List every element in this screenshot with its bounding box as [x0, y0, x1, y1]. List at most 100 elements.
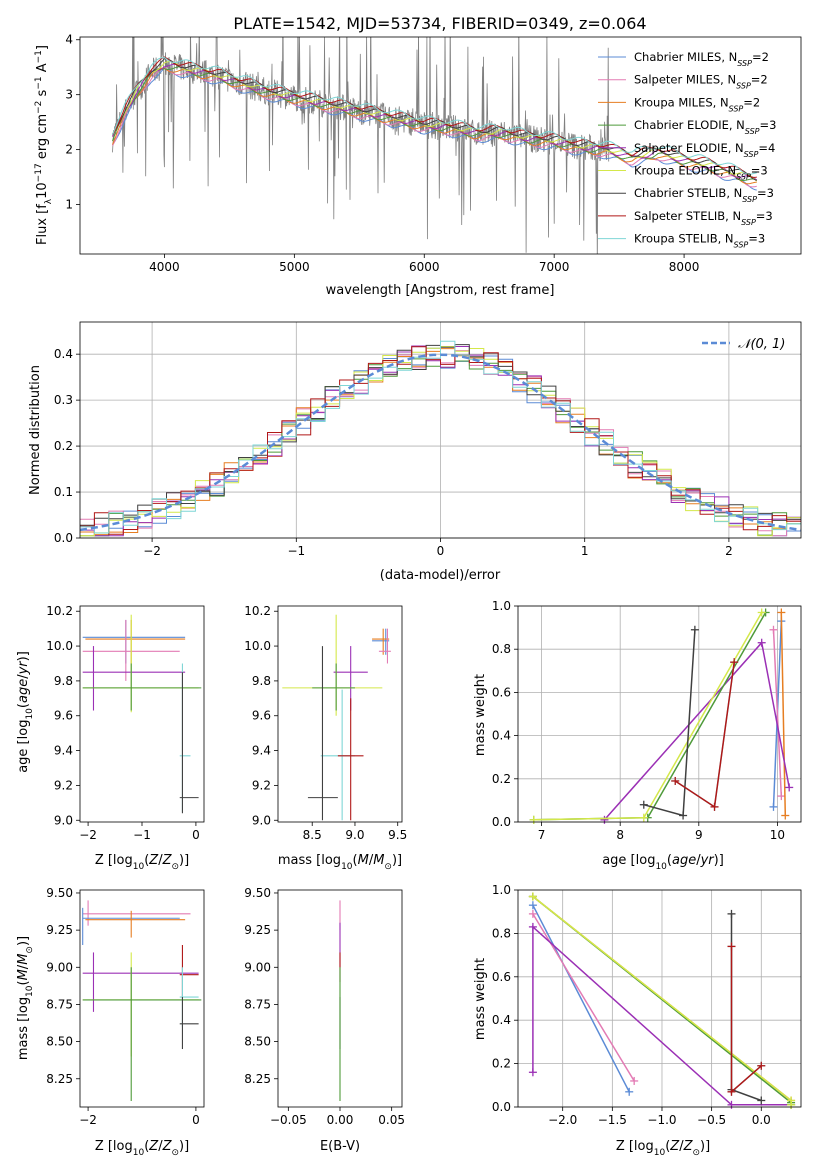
x-tick-label: 0.00: [327, 1113, 354, 1127]
y-tick-label: 0.0: [54, 531, 73, 545]
error-bar-point: [179, 672, 199, 814]
y-tick-label: 8.75: [46, 997, 73, 1011]
x-tick-label: −1.0: [647, 1113, 676, 1127]
y-tick-label: 4: [65, 33, 73, 47]
y-tick-label: 0.8: [492, 926, 511, 940]
y-tick-label: 9.8: [54, 674, 73, 688]
model-spectrum-line: [112, 56, 757, 175]
x-tick-label: 2: [725, 544, 733, 558]
plus-marker: [730, 658, 739, 667]
x-tick-label: 0: [437, 544, 445, 558]
mass-weight-vs-age-panel: 7 8 9 10 0.0 0.2 0.4 0.6 0.8 1.0: [492, 599, 802, 842]
residual-ticks: −2 −1 0 1 2 0.0 0.1 0.2 0.3 0.4: [54, 347, 733, 558]
plus-marker: [727, 1100, 736, 1109]
y-tick-label: 9.50: [244, 886, 271, 900]
plus-marker: [785, 783, 794, 792]
y-tick-label: 9.2: [252, 778, 271, 792]
axes-frame: [277, 605, 403, 823]
residual-panel: −2 −1 0 1 2 0.0 0.1 0.2 0.3 0.4 (data-model)/erro…: [28, 321, 802, 583]
x-tick-label: 8: [616, 828, 624, 842]
y-tick-label: 1.0: [492, 883, 511, 897]
y-tick-label: 9.0: [54, 813, 73, 827]
x-tick-label: 9.5: [388, 828, 407, 842]
gaussian-legend-label: 𝒩(0, 1): [738, 337, 785, 352]
error-bar-point: [82, 952, 199, 1057]
error-bar-point: [307, 646, 338, 821]
y-tick-label: 10.2: [244, 604, 271, 618]
y-tick-label: 9.6: [54, 709, 73, 723]
error-bar-point: [179, 997, 199, 1050]
y-tick-label: 0.6: [492, 685, 511, 699]
axes-frame: [79, 605, 205, 823]
error-bar-point: [82, 614, 199, 713]
mass-weight-vs-age-ylabel: mass weight: [473, 674, 488, 756]
plus-marker: [690, 625, 699, 634]
y-tick-label: 9.6: [252, 709, 271, 723]
residual-legend: 𝒩(0, 1): [702, 337, 785, 352]
y-tick-label: 0.0: [492, 1100, 511, 1114]
y-tick-label: 0.8: [492, 642, 511, 656]
mass-weight-vs-age-xlabel: age [log10(age/yr)]: [602, 853, 724, 872]
x-tick-label: 1: [581, 544, 589, 558]
error-bar-point: [82, 967, 202, 1102]
mass-weight-vs-metallicity-panel: −2.0 −1.5 −1.0 −0.5 0.0 0.0 0.2 0.4 0.6 0.8 1.0: [492, 883, 802, 1127]
axes-frame: [79, 889, 205, 1108]
y-tick-label: 9.25: [244, 923, 271, 937]
model-spectrum-line: [112, 63, 758, 181]
error-bar-point: [85, 910, 186, 938]
residual-histogram: [80, 346, 801, 535]
plus-marker: [528, 892, 537, 901]
y-tick-label: 9.00: [46, 960, 73, 974]
y-tick-label: 8.50: [244, 1035, 271, 1049]
y-tick-label: 9.2: [54, 778, 73, 792]
x-tick-label: 9.0: [345, 828, 364, 842]
x-tick-label: 0: [192, 828, 200, 842]
x-tick-label: 7000: [539, 260, 570, 274]
mass-weight-line: [730, 946, 762, 1094]
x-tick-label: 8000: [669, 260, 700, 274]
error-bar-point: [179, 663, 191, 812]
mass-weight-vs-z-ylabel: mass weight: [473, 958, 488, 1040]
age-vs-mass-xlabel: mass [log10(M/M⊙)]: [278, 853, 402, 872]
x-tick-label: 4000: [149, 260, 180, 274]
error-bar-point: [82, 900, 191, 926]
y-tick-label: 2: [65, 143, 73, 157]
y-tick-label: 9.25: [46, 923, 73, 937]
mass-vs-ebv-panel: −0.05 0.00 0.05 8.25 8.50 8.75 9.00 9.25 9.50: [244, 886, 405, 1127]
spectrum-xlabel: wavelength [Angstrom, rest frame]: [326, 283, 555, 298]
age-vs-z-ylabel: age [log10(age/yr)]: [16, 651, 35, 773]
spectrum-legend: Chabrier MILES, NSSP=2 Salpeter MILES, NS…: [598, 50, 776, 249]
residual-xlabel: (data-model)/error: [380, 568, 501, 583]
y-tick-label: 8.75: [244, 997, 271, 1011]
plus-marker: [757, 1061, 766, 1070]
mass-weight-line: [772, 629, 783, 797]
error-bar-point: [337, 698, 364, 821]
spectrum-lines: [112, 37, 758, 254]
y-tick-label: 0.1: [54, 485, 73, 499]
spectrum-ticks: 4000 5000 6000 7000 8000 1 2 3 4: [65, 33, 699, 274]
error-bar-point: [320, 689, 355, 821]
y-tick-label: 0.2: [492, 1057, 511, 1071]
residual-plot-area: [79, 322, 802, 539]
error-bar-point: [85, 619, 186, 664]
mass-vs-z-xlabel: Z [log10(Z/Z⊙)]: [95, 1139, 189, 1158]
x-tick-label: 0.05: [378, 1113, 405, 1127]
legend-entry: Chabrier MILES, NSSP=2: [634, 50, 769, 68]
mass-weight-line: [532, 925, 792, 1106]
y-tick-label: 8.50: [46, 1035, 73, 1049]
y-tick-label: 8.25: [46, 1072, 73, 1086]
legend-entry: Chabrier ELODIE, NSSP=3: [634, 118, 776, 136]
mass-weight-line: [780, 612, 787, 816]
plus-marker: [727, 1087, 736, 1096]
x-tick-label: 6000: [409, 260, 440, 274]
spectrum-axes-frame: [79, 36, 802, 255]
x-tick-label: 8.5: [303, 828, 322, 842]
y-tick-label: 1: [65, 198, 73, 212]
plus-marker: [710, 802, 719, 811]
error-bar-point: [312, 663, 355, 711]
plus-marker: [639, 800, 648, 809]
mass-vs-ebv-xlabel: E(B-V): [320, 1139, 360, 1154]
axes-frame: [517, 889, 802, 1108]
spectrum-ylabel: Flux [fλ10−17 erg cm−2 s−1 A−1]: [34, 45, 54, 245]
